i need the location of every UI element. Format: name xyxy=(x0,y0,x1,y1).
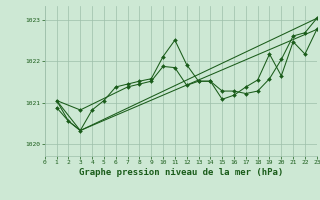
X-axis label: Graphe pression niveau de la mer (hPa): Graphe pression niveau de la mer (hPa) xyxy=(79,168,283,177)
